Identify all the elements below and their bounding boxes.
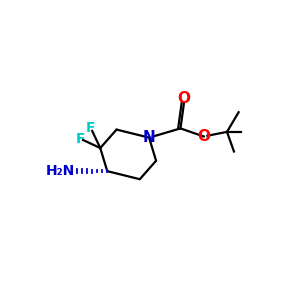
Text: F: F <box>76 132 85 146</box>
Text: F: F <box>86 122 96 135</box>
Text: O: O <box>197 129 210 144</box>
Text: N: N <box>143 130 155 145</box>
Text: O: O <box>178 91 190 106</box>
Text: H₂N: H₂N <box>45 164 75 178</box>
